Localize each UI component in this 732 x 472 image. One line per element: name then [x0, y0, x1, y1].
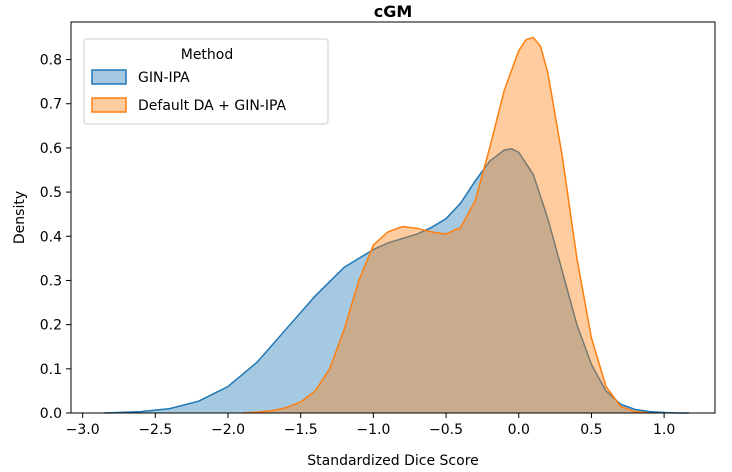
axes: −3.0 −2.5 −2.0 −1.5 −1.0 −0.5 0.0 0.5 1.0 0.0 0.1 0… — [40, 21, 716, 438]
x-tick-label: −1.5 — [284, 422, 318, 438]
x-tick-label: −2.5 — [138, 422, 172, 438]
x-axis-label: Standardized Dice Score — [307, 453, 479, 469]
y-tick-label: 0.1 — [40, 362, 62, 378]
x-tick-label: 0.5 — [580, 422, 602, 438]
y-tick-label: 0.6 — [40, 141, 62, 157]
legend-swatch-1 — [91, 69, 127, 85]
x-tick-label: −0.5 — [429, 422, 463, 438]
y-axis-label: Density — [12, 191, 28, 244]
series-line-2 — [242, 36, 650, 414]
legend-label-1: GIN-IPA — [138, 70, 190, 86]
series-area-2 — [242, 37, 650, 414]
x-tick-label: −2.0 — [211, 422, 245, 438]
chart-title: cGM — [374, 2, 413, 21]
x-tick-label: −3.0 — [66, 422, 100, 438]
y-tick-label: 0.7 — [40, 97, 62, 113]
y-tick-label: 0.5 — [40, 185, 62, 201]
legend-swatch-2 — [91, 97, 127, 113]
legend-title: Method — [181, 47, 234, 63]
plot-area — [104, 36, 689, 414]
x-tick-label: 1.0 — [653, 422, 675, 438]
y-tick-label: 0.8 — [40, 53, 62, 69]
x-tick-label: −1.0 — [356, 422, 390, 438]
y-tick-label: 0.3 — [40, 273, 62, 289]
y-tick-label: 0.0 — [40, 406, 62, 422]
legend-label-2: Default DA + GIN-IPA — [138, 98, 287, 114]
x-tick-label: 0.0 — [508, 422, 530, 438]
legend: Method GIN-IPA Default DA + GIN-IPA — [83, 38, 329, 125]
y-tick-label: 0.4 — [40, 229, 62, 245]
plot-frame — [70, 21, 716, 414]
series-area-1 — [104, 148, 689, 414]
y-tick-label: 0.2 — [40, 318, 62, 334]
legend-box — [83, 38, 329, 125]
